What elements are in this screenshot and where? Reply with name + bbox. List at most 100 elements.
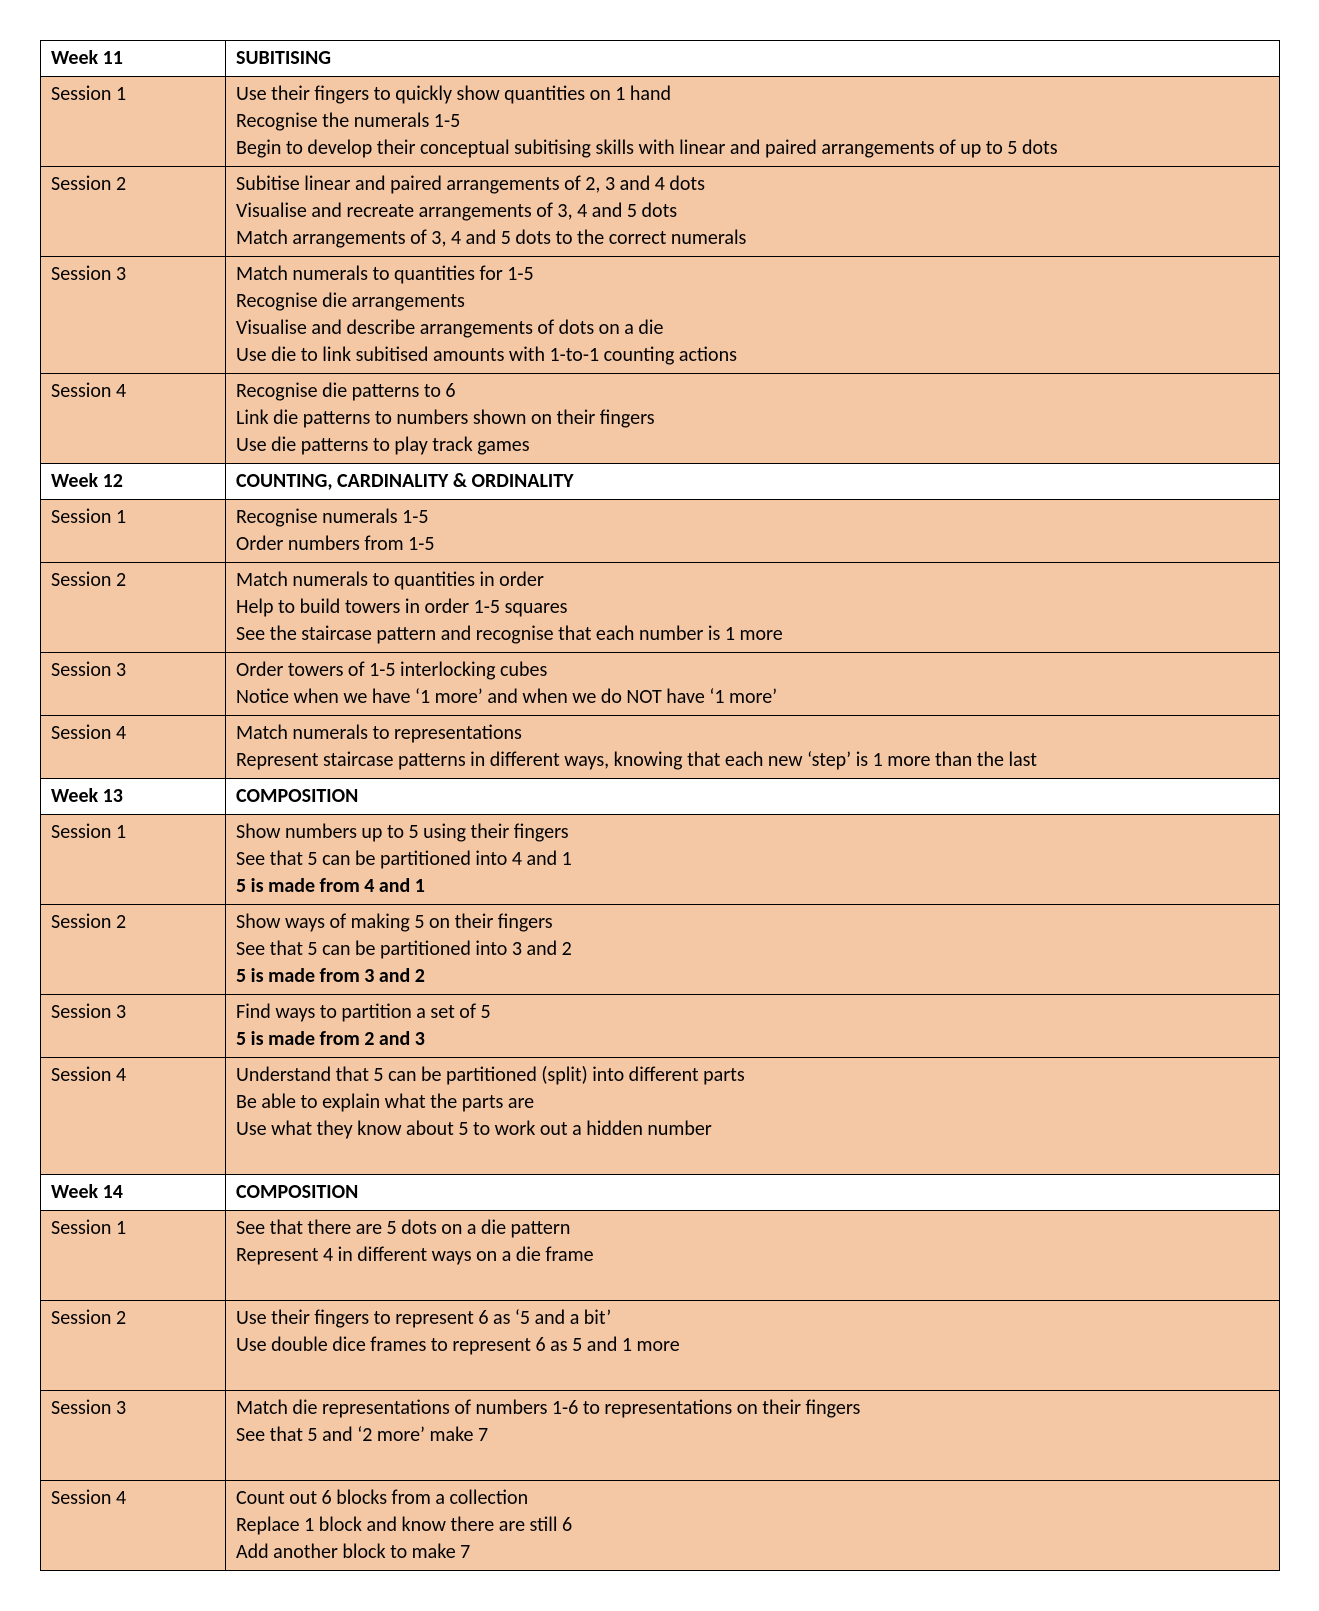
- session-label: Session 3: [41, 1391, 226, 1481]
- session-row: Session 4Count out 6 blocks from a colle…: [41, 1481, 1280, 1571]
- session-label: Session 1: [41, 1211, 226, 1301]
- session-content: Use their fingers to quickly show quanti…: [226, 77, 1280, 167]
- session-line: See the staircase pattern and recognise …: [236, 621, 1269, 648]
- session-line: Use their fingers to quickly show quanti…: [236, 81, 1269, 108]
- session-label: Session 4: [41, 716, 226, 779]
- session-line: Visualise and recreate arrangements of 3…: [236, 198, 1269, 225]
- week-title: COMPOSITION: [226, 779, 1280, 815]
- session-row: Session 1 See that there are 5 dots on a …: [41, 1211, 1280, 1301]
- session-label: Session 4: [41, 374, 226, 464]
- session-line: Use die to link subitised amounts with 1…: [236, 342, 1269, 369]
- session-content: Match numerals to quantities for 1-5Reco…: [226, 257, 1280, 374]
- week-label: Week 13: [41, 779, 226, 815]
- session-label: Session 2: [41, 563, 226, 653]
- session-line: Visualise and describe arrangements of d…: [236, 315, 1269, 342]
- session-line: Be able to explain what the parts are: [236, 1089, 1269, 1116]
- session-line: See that there are 5 dots on a die patte…: [236, 1215, 1269, 1242]
- session-row: Session 3 Match die representations of nu…: [41, 1391, 1280, 1481]
- session-label: Session 2: [41, 1301, 226, 1391]
- session-label: Session 1: [41, 815, 226, 905]
- session-label: Session 3: [41, 995, 226, 1058]
- session-line: Recognise die arrangements: [236, 288, 1269, 315]
- session-label: Session 2: [41, 905, 226, 995]
- session-line: Match numerals to quantities for 1-5: [236, 261, 1269, 288]
- session-line: Show numbers up to 5 using their fingers: [236, 819, 1269, 846]
- session-line: Notice when we have ‘1 more’ and when we…: [236, 684, 1269, 711]
- session-row: Session 2Show ways of making 5 on their …: [41, 905, 1280, 995]
- session-line: Show ways of making 5 on their fingers: [236, 909, 1269, 936]
- session-line: Order towers of 1-5 interlocking cubes: [236, 657, 1269, 684]
- week-header-row: Week 14COMPOSITION: [41, 1175, 1280, 1211]
- session-label: Session 3: [41, 653, 226, 716]
- session-content: Match numerals to representationsReprese…: [226, 716, 1280, 779]
- session-content: Match die representations of numbers 1-6…: [226, 1391, 1280, 1481]
- session-line: Find ways to partition a set of 5: [236, 999, 1269, 1026]
- session-blank-line: [236, 1449, 1269, 1476]
- session-label: Session 2: [41, 167, 226, 257]
- session-content: Use their fingers to represent 6 as ‘5 a…: [226, 1301, 1280, 1391]
- session-line: 5 is made from 2 and 3: [236, 1026, 1269, 1053]
- session-row: Session 2 Use their fingers to represent …: [41, 1301, 1280, 1391]
- week-title: COMPOSITION: [226, 1175, 1280, 1211]
- session-content: Understand that 5 can be partitioned (sp…: [226, 1058, 1280, 1175]
- session-line: Help to build towers in order 1-5 square…: [236, 594, 1269, 621]
- session-content: Match numerals to quantities in orderHel…: [226, 563, 1280, 653]
- session-line: 5 is made from 4 and 1: [236, 873, 1269, 900]
- session-row: Session 4Recognise die patterns to 6Link…: [41, 374, 1280, 464]
- session-content: Recognise numerals 1-5Order numbers from…: [226, 500, 1280, 563]
- session-label: Session 1: [41, 500, 226, 563]
- curriculum-page: Week 11SUBITISINGSession 1Use their fing…: [40, 40, 1280, 1571]
- session-line: Begin to develop their conceptual subiti…: [236, 135, 1269, 162]
- session-line: Recognise numerals 1-5: [236, 504, 1269, 531]
- session-content: Recognise die patterns to 6Link die patt…: [226, 374, 1280, 464]
- session-line: Use what they know about 5 to work out a…: [236, 1116, 1269, 1143]
- session-content: Show numbers up to 5 using their fingers…: [226, 815, 1280, 905]
- week-label: Week 12: [41, 464, 226, 500]
- session-row: Session 2Match numerals to quantities in…: [41, 563, 1280, 653]
- session-blank-line: [236, 1269, 1269, 1296]
- session-label: Session 4: [41, 1058, 226, 1175]
- week-header-row: Week 12COUNTING, CARDINALITY & ORDINALIT…: [41, 464, 1280, 500]
- session-line: Understand that 5 can be partitioned (sp…: [236, 1062, 1269, 1089]
- session-line: Link die patterns to numbers shown on th…: [236, 405, 1269, 432]
- session-line: Match arrangements of 3, 4 and 5 dots to…: [236, 225, 1269, 252]
- session-line: See that 5 and ‘2 more’ make 7: [236, 1422, 1269, 1449]
- session-line: See that 5 can be partitioned into 4 and…: [236, 846, 1269, 873]
- session-line: Recognise die patterns to 6: [236, 378, 1269, 405]
- session-line: Represent 4 in different ways on a die f…: [236, 1242, 1269, 1269]
- week-title: COUNTING, CARDINALITY & ORDINALITY: [226, 464, 1280, 500]
- session-row: Session 1Show numbers up to 5 using thei…: [41, 815, 1280, 905]
- session-line: See that 5 can be partitioned into 3 and…: [236, 936, 1269, 963]
- session-blank-line: [236, 1359, 1269, 1386]
- session-line: Recognise the numerals 1-5: [236, 108, 1269, 135]
- session-line: Represent staircase patterns in differen…: [236, 747, 1269, 774]
- session-line: Use their fingers to represent 6 as ‘5 a…: [236, 1305, 1269, 1332]
- week-label: Week 11: [41, 41, 226, 77]
- curriculum-table: Week 11SUBITISINGSession 1Use their fing…: [40, 40, 1280, 1571]
- session-line: Add another block to make 7: [236, 1539, 1269, 1566]
- session-line: Order numbers from 1-5: [236, 531, 1269, 558]
- session-line: 5 is made from 3 and 2: [236, 963, 1269, 990]
- session-row: Session 4Match numerals to representatio…: [41, 716, 1280, 779]
- session-content: Count out 6 blocks from a collectionRepl…: [226, 1481, 1280, 1571]
- session-row: Session 1Recognise numerals 1-5Order num…: [41, 500, 1280, 563]
- session-row: Session 3Match numerals to quantities fo…: [41, 257, 1280, 374]
- session-content: Show ways of making 5 on their fingersSe…: [226, 905, 1280, 995]
- week-header-row: Week 11SUBITISING: [41, 41, 1280, 77]
- session-row: Session 4 Understand that 5 can be partit…: [41, 1058, 1280, 1175]
- session-blank-line: [236, 1143, 1269, 1170]
- week-title: SUBITISING: [226, 41, 1280, 77]
- session-line: Match numerals to representations: [236, 720, 1269, 747]
- session-line: Use die patterns to play track games: [236, 432, 1269, 459]
- session-line: Use double dice frames to represent 6 as…: [236, 1332, 1269, 1359]
- session-content: Subitise linear and paired arrangements …: [226, 167, 1280, 257]
- session-line: Match die representations of numbers 1-6…: [236, 1395, 1269, 1422]
- week-header-row: Week 13COMPOSITION: [41, 779, 1280, 815]
- session-row: Session 1 Use their fingers to quickly sh…: [41, 77, 1280, 167]
- session-content: Order towers of 1-5 interlocking cubesNo…: [226, 653, 1280, 716]
- session-content: Find ways to partition a set of 55 is ma…: [226, 995, 1280, 1058]
- session-label: Session 4: [41, 1481, 226, 1571]
- session-line: Match numerals to quantities in order: [236, 567, 1269, 594]
- session-label: Session 1: [41, 77, 226, 167]
- session-row: Session 3Order towers of 1-5 interlockin…: [41, 653, 1280, 716]
